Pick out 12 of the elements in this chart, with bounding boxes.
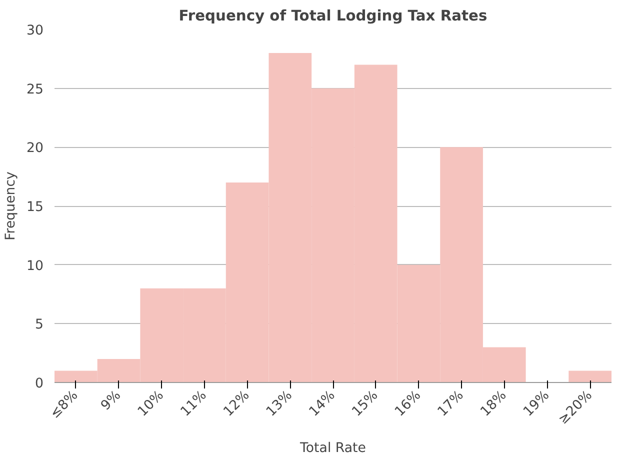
y-tick-label: 10 — [26, 258, 44, 274]
chart-title: Frequency of Total Lodging Tax Rates — [178, 8, 488, 24]
y-tick-label: 0 — [35, 376, 44, 392]
bar — [568, 370, 612, 382]
y-axis-title: Frequency — [4, 171, 19, 240]
y-tick-label: 25 — [26, 82, 44, 98]
y-tick-label: 30 — [26, 24, 44, 38]
x-axis-title: Total Rate — [299, 440, 366, 456]
y-tick-label: 5 — [35, 318, 44, 333]
y-tick-label: 15 — [26, 200, 44, 215]
y-tick-label: 20 — [26, 141, 44, 156]
x-tick-label: 9% — [98, 388, 124, 414]
